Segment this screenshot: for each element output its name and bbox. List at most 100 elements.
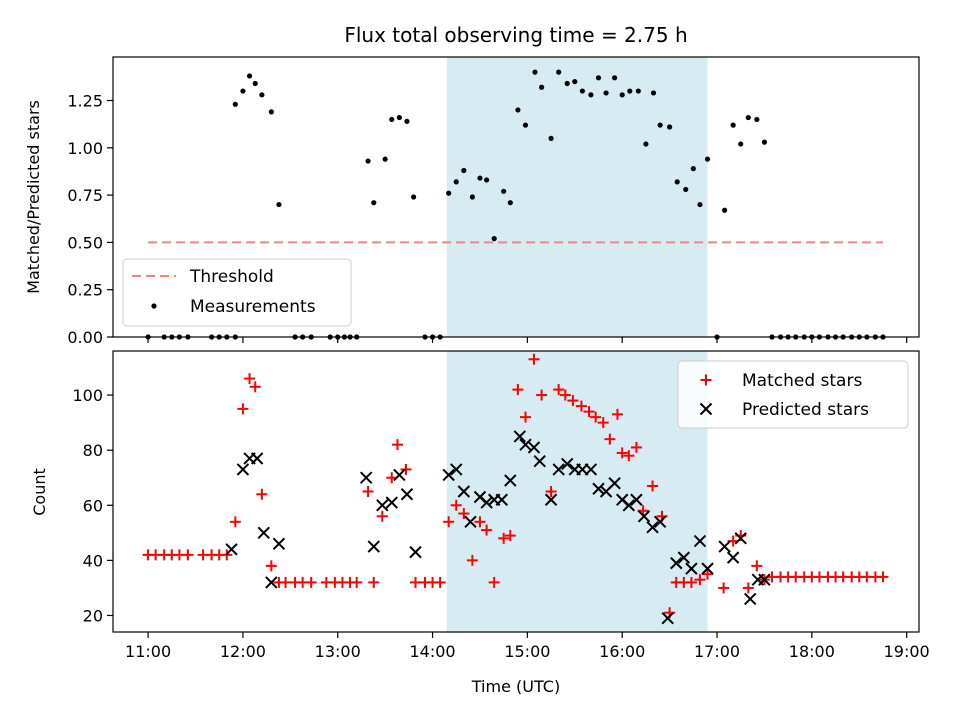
measurement-point	[252, 80, 258, 87]
legend-threshold-label: Threshold	[189, 267, 274, 287]
predicted-point	[608, 477, 621, 490]
matched-point	[575, 400, 587, 412]
x-tick-label: 16:00	[599, 642, 645, 661]
measurement-point	[619, 92, 625, 98]
measurement-point	[389, 116, 395, 123]
matched-point	[590, 411, 602, 423]
predicted-point	[653, 515, 667, 529]
measurement-point	[745, 114, 751, 121]
measurement-point	[532, 69, 538, 75]
measurement-point	[469, 194, 475, 200]
predicted-point	[393, 468, 406, 482]
measurement-point	[268, 109, 274, 115]
predicted-point	[250, 452, 264, 465]
predicted-point	[376, 499, 389, 512]
matched-point	[519, 411, 531, 423]
predicted-point	[734, 532, 747, 545]
predicted-point	[701, 562, 714, 575]
x-axis-label: Time (UTC)	[471, 677, 560, 696]
measurement-point	[371, 200, 377, 206]
measurement-point	[635, 88, 641, 94]
matched-point	[362, 486, 374, 497]
top-panel: 0.00 0.25 0.50 0.75 1.00 1.25 Threshold Measure…	[67, 56, 920, 347]
measurement-point	[491, 236, 497, 242]
matched-point	[376, 510, 388, 522]
measurement-point	[564, 80, 570, 87]
top-y-tick-label: 1.00	[67, 139, 103, 158]
measurement-point	[539, 84, 545, 90]
matched-point	[305, 576, 317, 588]
measurement-point	[410, 194, 417, 200]
measurement-point	[232, 101, 238, 107]
legend-measurements-swatch	[151, 303, 157, 309]
legend-measurements-label: Measurements	[190, 297, 316, 317]
measurement-point	[548, 135, 554, 141]
bottom-panel: 20 40 60 80 100 11:00 12:00 13:00 14:00 15:00 16:0…	[72, 350, 930, 661]
measurement-point	[674, 179, 680, 185]
predicted-point	[400, 488, 414, 501]
matched-point	[351, 576, 363, 588]
matched-point	[702, 568, 714, 580]
predicted-point	[544, 493, 558, 506]
predicted-point	[718, 540, 731, 553]
predicted-point	[533, 454, 546, 468]
measurement-point	[650, 90, 657, 96]
top-y-tick-label: 1.25	[67, 92, 103, 111]
matched-point	[400, 463, 412, 475]
matched-point	[474, 516, 486, 528]
predicted-point	[495, 493, 508, 506]
matched-point	[512, 384, 524, 396]
bottom-y-tick-label: 100	[72, 386, 103, 405]
predicted-point	[457, 485, 471, 498]
matched-point	[877, 571, 889, 583]
measurement-point	[396, 114, 402, 121]
measurement-point	[704, 156, 711, 162]
matched-point	[597, 417, 609, 429]
matched-point	[466, 554, 478, 566]
measurement-point	[507, 200, 513, 206]
measurement-point	[595, 75, 602, 81]
predicted-point	[367, 540, 380, 553]
measurement-point	[259, 92, 265, 98]
x-tick-label: 14:00	[410, 642, 456, 661]
top-legend-box	[122, 258, 352, 327]
predicted-point	[677, 551, 691, 564]
measurement-point	[246, 73, 253, 79]
measurement-point	[697, 201, 703, 208]
top-y-tick-label: 0.25	[67, 281, 103, 300]
measurement-point	[690, 166, 696, 172]
legend-predicted-swatch	[699, 402, 713, 416]
measurement-point	[556, 69, 562, 75]
predicted-point	[225, 543, 238, 556]
matched-point	[742, 582, 754, 594]
x-tick-label: 17:00	[694, 642, 740, 661]
predicted-point	[265, 576, 278, 589]
top-shaded-region	[446, 57, 708, 337]
matched-point	[751, 560, 763, 572]
top-y-tick-label: 0.00	[67, 328, 103, 347]
matched-point	[528, 353, 540, 365]
matched-point	[434, 576, 446, 588]
predicted-point	[527, 441, 541, 454]
predicted-point	[464, 515, 477, 529]
predicted-point	[409, 545, 422, 559]
matched-point	[391, 439, 403, 451]
bottom-y-tick-label: 80	[83, 441, 103, 460]
predicted-point	[592, 482, 605, 495]
measurement-point	[276, 201, 282, 208]
predicted-point	[236, 463, 250, 476]
bottom-shaded-region	[446, 351, 708, 632]
predicted-point	[726, 551, 740, 564]
measurement-point	[382, 156, 388, 162]
measurement-point	[657, 122, 663, 128]
matched-point	[237, 403, 249, 415]
measurement-point	[522, 122, 529, 128]
matched-point	[280, 576, 292, 588]
matched-point	[229, 516, 241, 528]
matched-point	[718, 582, 730, 594]
matched-point	[504, 530, 516, 542]
matched-point	[498, 532, 510, 544]
legend-predicted-label: Predicted stars	[742, 400, 869, 420]
measurement-point	[643, 141, 649, 147]
